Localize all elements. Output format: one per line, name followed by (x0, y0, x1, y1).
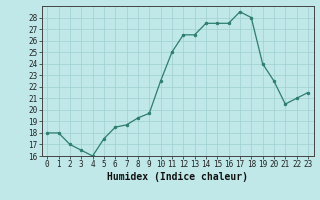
X-axis label: Humidex (Indice chaleur): Humidex (Indice chaleur) (107, 172, 248, 182)
